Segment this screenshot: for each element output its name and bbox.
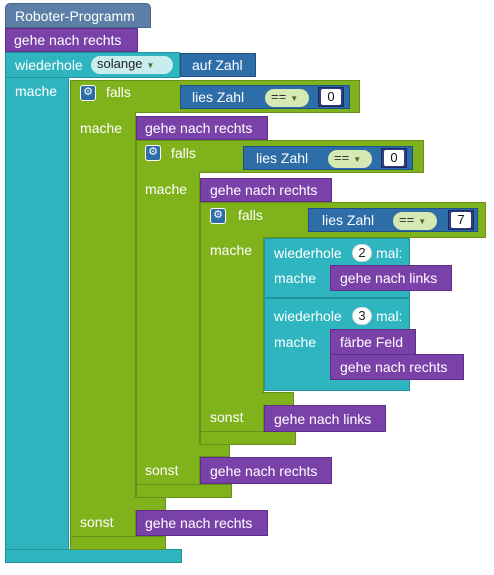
program-title: Roboter-Programm — [15, 8, 135, 24]
move-block[interactable]: gehe nach rechts — [330, 354, 464, 380]
move-label: gehe nach links — [340, 270, 438, 286]
if-block-3-header[interactable]: ⚙ falls — [200, 202, 298, 238]
if-else-keyword: sonst — [210, 409, 244, 425]
move-block[interactable]: gehe nach rechts — [200, 178, 332, 202]
if-do-keyword: mache — [145, 181, 188, 197]
if-block-2-header[interactable]: ⚙ falls — [136, 140, 234, 173]
if-block-2-body-rail: mache sonst — [136, 172, 200, 497]
read-number-label: lies Zahl — [322, 212, 375, 228]
gear-icon[interactable]: ⚙ — [210, 208, 226, 224]
while-keyword: wiederhole — [15, 57, 83, 73]
if-block-1-footer — [70, 536, 166, 550]
if-block-1-header[interactable]: ⚙ falls — [70, 80, 170, 113]
program-hat-block[interactable]: Roboter-Programm — [5, 3, 151, 28]
move-block[interactable]: gehe nach links — [330, 265, 452, 291]
repeat-do-keyword: mache — [274, 270, 317, 286]
move-block[interactable]: gehe nach rechts — [136, 510, 268, 536]
while-condition-label: auf Zahl — [192, 57, 243, 73]
repeat-keyword: wiederhole — [274, 308, 342, 324]
move-label: gehe nach rechts — [340, 359, 448, 375]
if-block-1-else-bar — [134, 497, 166, 511]
read-number-label: lies Zahl — [256, 150, 309, 166]
operator-dropdown[interactable]: == ▼ — [328, 150, 372, 168]
move-block[interactable]: gehe nach links — [264, 405, 386, 432]
repeat-suffix: mal: — [376, 308, 403, 324]
if-else-keyword: sonst — [145, 462, 179, 478]
if-block-1-body-rail: mache sonst — [70, 112, 136, 549]
while-mode-dropdown[interactable]: solange ▼ — [91, 56, 173, 74]
if-block-3-body-rail: mache sonst — [200, 237, 264, 444]
repeat-keyword: wiederhole — [274, 245, 342, 261]
if-block-3-else-bar — [262, 392, 294, 406]
read-number-block[interactable]: lies Zahl == ▼ 7 — [308, 208, 478, 232]
paint-field-block[interactable]: färbe Feld — [330, 329, 416, 355]
move-label: gehe nach rechts — [210, 182, 318, 198]
while-loop-body-rail: mache — [5, 78, 69, 551]
paint-field-label: färbe Feld — [340, 334, 404, 350]
operator-dropdown[interactable]: == ▼ — [265, 89, 309, 107]
repeat-suffix: mal: — [376, 245, 403, 261]
number-literal[interactable]: 7 — [448, 210, 474, 230]
while-loop-header[interactable]: wiederhole solange ▼ — [5, 52, 180, 78]
move-label: gehe nach rechts — [210, 463, 318, 479]
repeat-do-keyword: mache — [274, 334, 317, 350]
move-label: gehe nach rechts — [145, 120, 253, 136]
repeat-count-field[interactable]: 2 — [352, 244, 372, 262]
read-number-block[interactable]: lies Zahl == ▼ 0 — [243, 146, 413, 170]
move-label: gehe nach rechts — [145, 515, 253, 531]
if-do-keyword: mache — [80, 120, 123, 136]
move-block[interactable]: gehe nach rechts — [136, 116, 268, 140]
move-label: gehe nach rechts — [14, 32, 122, 48]
number-literal[interactable]: 0 — [381, 148, 407, 168]
while-loop-footer — [5, 549, 182, 563]
move-label: gehe nach links — [274, 411, 372, 427]
while-do-keyword: mache — [15, 83, 58, 99]
gear-icon[interactable]: ⚙ — [80, 85, 96, 101]
read-number-block[interactable]: lies Zahl == ▼ 0 — [180, 85, 350, 109]
move-block[interactable]: gehe nach rechts — [5, 28, 138, 52]
move-block[interactable]: gehe nach rechts — [200, 457, 332, 484]
if-keyword: falls — [106, 84, 131, 100]
operator-dropdown[interactable]: == ▼ — [393, 212, 437, 230]
if-block-2-footer — [136, 484, 232, 498]
number-literal[interactable]: 0 — [318, 87, 344, 107]
if-do-keyword: mache — [210, 242, 253, 258]
if-block-2-else-bar — [198, 443, 230, 457]
repeat-count-field[interactable]: 3 — [352, 307, 372, 325]
while-condition-block[interactable]: auf Zahl — [180, 53, 256, 77]
read-number-label: lies Zahl — [192, 89, 245, 105]
if-else-keyword: sonst — [80, 514, 114, 530]
gear-icon[interactable]: ⚙ — [145, 145, 161, 161]
if-block-3-footer — [200, 431, 296, 445]
if-keyword: falls — [171, 145, 196, 161]
if-keyword: falls — [238, 207, 263, 223]
